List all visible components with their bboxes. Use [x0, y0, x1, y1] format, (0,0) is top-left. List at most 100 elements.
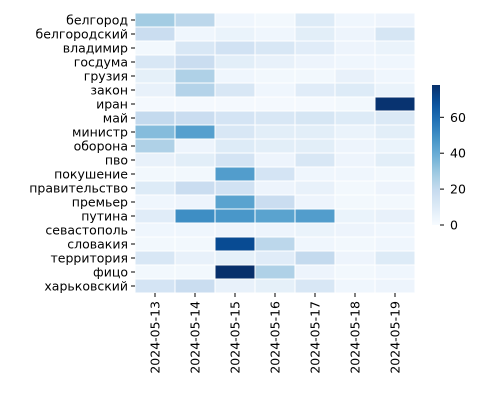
heatmap-cell	[294, 250, 336, 266]
heatmap-cells	[134, 12, 416, 294]
heatmap-cell	[214, 264, 256, 280]
x-tick-label: 2024-05-13	[148, 301, 163, 374]
heatmap-cell	[374, 264, 416, 280]
heatmap-cell	[214, 12, 256, 28]
heatmap-cell	[174, 40, 216, 56]
heatmap-cell	[334, 152, 376, 168]
heatmap-cell	[214, 166, 256, 182]
heatmap-cell	[134, 152, 176, 168]
heatmap-cell	[214, 40, 256, 56]
heatmap-cell	[174, 110, 216, 126]
heatmap-cell	[134, 194, 176, 210]
heatmap-cell	[254, 166, 296, 182]
heatmap-cell	[254, 250, 296, 266]
heatmap-cell	[294, 82, 336, 98]
heatmap-cell	[174, 124, 216, 140]
heatmap-cell	[294, 26, 336, 42]
heatmap-cell	[374, 208, 416, 224]
heatmap-cell	[294, 180, 336, 196]
heatmap-cell	[334, 54, 376, 70]
heatmap-cell	[134, 180, 176, 196]
heatmap-cell	[134, 96, 176, 112]
heatmap-cell	[214, 152, 256, 168]
heatmap-cell	[174, 138, 216, 154]
heatmap-cell	[254, 54, 296, 70]
colorbar-gradient	[432, 85, 440, 225]
y-tick-label: белгород	[66, 13, 128, 28]
heatmap-cell	[174, 12, 216, 28]
heatmap-cell	[374, 152, 416, 168]
heatmap-cell	[254, 68, 296, 84]
heatmap-cell	[254, 264, 296, 280]
y-tick-label: севастополь	[45, 223, 128, 238]
heatmap-cell	[174, 208, 216, 224]
heatmap-cell	[254, 40, 296, 56]
heatmap-cell	[134, 68, 176, 84]
heatmap-cell	[254, 236, 296, 252]
heatmap-cell	[334, 166, 376, 182]
y-tick-label: фицо	[93, 265, 128, 280]
heatmap-cell	[294, 124, 336, 140]
y-tick-label: госдума	[74, 55, 128, 70]
y-tick-label: правительство	[29, 181, 128, 196]
heatmap-cell	[174, 236, 216, 252]
heatmap-cell	[214, 138, 256, 154]
heatmap-cell	[174, 222, 216, 238]
heatmap-cell	[374, 278, 416, 294]
x-tick-label: 2024-05-17	[308, 301, 323, 374]
heatmap-cell	[134, 124, 176, 140]
heatmap-cell	[374, 166, 416, 182]
heatmap-cell	[374, 180, 416, 196]
heatmap-cell	[334, 250, 376, 266]
heatmap-cell	[374, 138, 416, 154]
colorbar-tick-label: 60	[450, 110, 466, 125]
y-tick-label: словакия	[67, 237, 128, 252]
heatmap-cell	[214, 124, 256, 140]
heatmap-cell	[294, 54, 336, 70]
heatmap-cell	[214, 180, 256, 196]
heatmap-cell	[374, 222, 416, 238]
x-tick-label: 2024-05-16	[268, 301, 283, 374]
heatmap-cell	[134, 138, 176, 154]
heatmap-cell	[334, 222, 376, 238]
heatmap-cell	[374, 124, 416, 140]
heatmap-cell	[174, 264, 216, 280]
heatmap-cell	[374, 12, 416, 28]
heatmap-cell	[334, 180, 376, 196]
heatmap-cell	[294, 208, 336, 224]
heatmap-cell	[214, 26, 256, 42]
y-tick-label: владимир	[63, 41, 128, 56]
heatmap-cell	[214, 82, 256, 98]
x-tick-label: 2024-05-19	[388, 301, 403, 374]
heatmap-cell	[214, 194, 256, 210]
heatmap-cell	[374, 96, 416, 112]
heatmap-cell	[294, 110, 336, 126]
heatmap-cell	[254, 138, 296, 154]
heatmap-cell	[174, 68, 216, 84]
heatmap-cell	[294, 68, 336, 84]
heatmap-cell	[254, 152, 296, 168]
heatmap-cell	[134, 54, 176, 70]
heatmap-cell	[374, 40, 416, 56]
x-tick-label: 2024-05-18	[348, 301, 363, 374]
heatmap-cell	[134, 82, 176, 98]
heatmap-cell	[134, 40, 176, 56]
y-tick-label: пво	[105, 153, 128, 168]
heatmap-cell	[294, 138, 336, 154]
heatmap-cell	[134, 12, 176, 28]
y-tick-label: путина	[81, 209, 128, 224]
heatmap-cell	[134, 166, 176, 182]
heatmap-cell	[254, 12, 296, 28]
heatmap-cell	[374, 110, 416, 126]
x-tick-label: 2024-05-15	[228, 301, 243, 374]
heatmap-cell	[174, 96, 216, 112]
colorbar: 0 20 40 60	[432, 85, 466, 233]
heatmap-cell	[334, 138, 376, 154]
heatmap-cell	[174, 194, 216, 210]
heatmap-cell	[334, 26, 376, 42]
heatmap-cell	[294, 152, 336, 168]
colorbar-tick-label: 0	[450, 218, 458, 233]
heatmap-cell	[134, 278, 176, 294]
heatmap-cell	[334, 82, 376, 98]
heatmap-cell	[334, 96, 376, 112]
